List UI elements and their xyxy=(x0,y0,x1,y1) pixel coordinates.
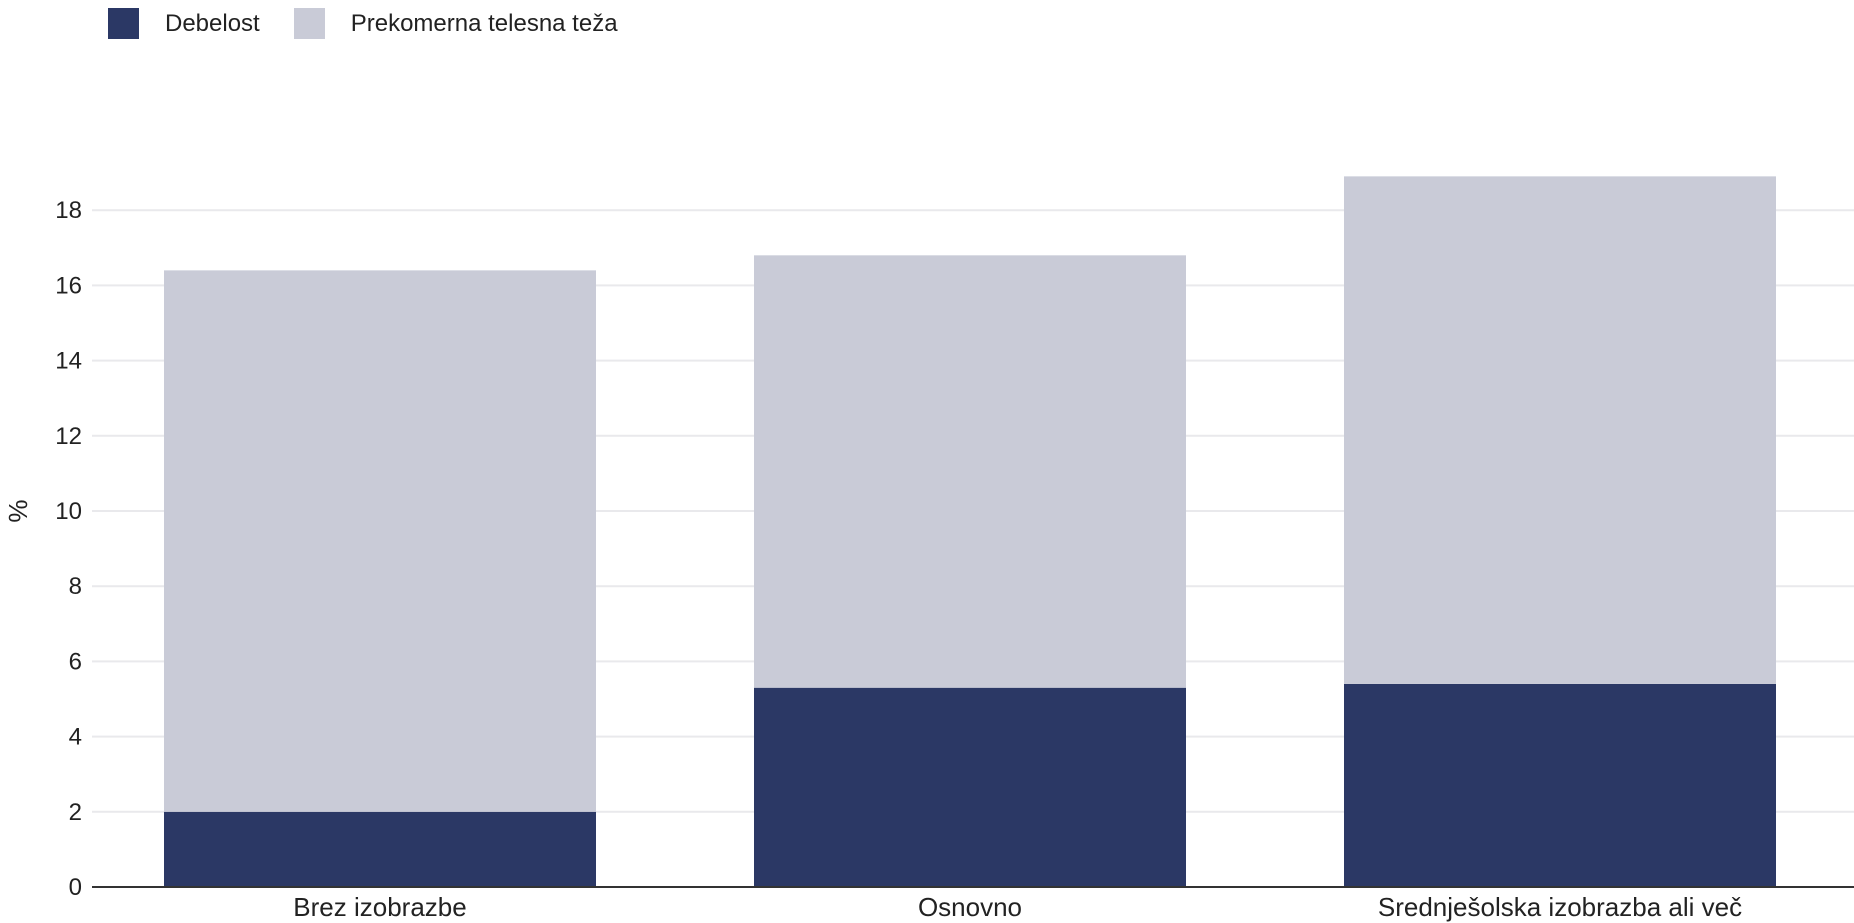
y-tick-label: 4 xyxy=(69,724,82,751)
legend-item: Prekomerna telesna teža xyxy=(293,8,618,39)
y-tick-label: 16 xyxy=(55,272,82,299)
legend-swatch xyxy=(108,8,139,39)
y-tick-label: 12 xyxy=(55,423,82,450)
bars xyxy=(164,176,1776,887)
y-tick-label: 0 xyxy=(69,874,82,901)
x-axis-labels: Brez izobrazbe Osnovno Srednješolska izobr… xyxy=(293,892,1742,922)
y-axis-ticks: 0 2 4 6 8 10 12 14 16 18 xyxy=(55,197,82,901)
y-axis-title: % xyxy=(3,499,33,522)
y-tick-label: 14 xyxy=(55,348,82,375)
bar-prekomerna-1 xyxy=(754,255,1186,688)
legend-label: Prekomerna telesna teža xyxy=(350,9,618,37)
y-tick-label: 18 xyxy=(55,197,82,224)
chart-legend: Debelost Prekomerna telesna teža xyxy=(108,8,618,39)
bar-prekomerna-0 xyxy=(164,270,596,812)
y-tick-label: 2 xyxy=(69,799,82,826)
y-tick-label: 6 xyxy=(69,648,82,675)
y-tick-label: 8 xyxy=(69,573,82,600)
category-label: Srednješolska izobrazba ali več xyxy=(1378,892,1742,922)
y-tick-label: 10 xyxy=(55,498,82,525)
legend-label: Debelost xyxy=(165,9,260,37)
bar-debelost-2 xyxy=(1344,683,1776,887)
legend-item: Debelost xyxy=(108,8,260,39)
category-label: Osnovno xyxy=(918,892,1022,922)
bar-prekomerna-2 xyxy=(1344,176,1776,684)
legend-swatch xyxy=(293,8,325,39)
bar-debelost-0 xyxy=(164,811,596,887)
bar-debelost-1 xyxy=(754,687,1186,887)
category-label: Brez izobrazbe xyxy=(293,892,466,922)
